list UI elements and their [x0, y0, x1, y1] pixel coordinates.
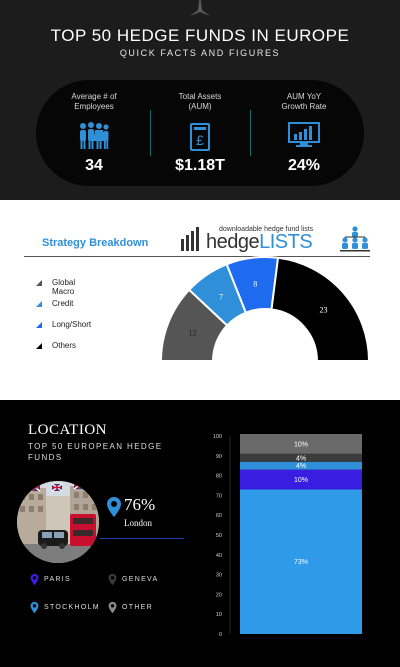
growth-chart-icon: [288, 122, 320, 147]
stat-value: $1.18T: [175, 157, 225, 174]
city-label: GENEVA: [122, 576, 159, 583]
stack-value-label: 4%: [296, 463, 306, 470]
y-tick-label: 100: [213, 434, 222, 440]
stat-assets: Total Assets (AUM) £ $1.18T: [150, 80, 250, 186]
donut-value-label: 8: [253, 280, 257, 289]
city-legend: PARIS GENEVA STOCKHOLM OTHER: [30, 573, 190, 636]
hedgelists-logo-icon: [181, 227, 199, 251]
stack-segment: [240, 434, 362, 454]
donut-value-label: 7: [219, 292, 223, 301]
stack-value-label: 10%: [294, 477, 308, 484]
stat-label: Total Assets: [178, 92, 222, 101]
page-subtitle: QUICK FACTS AND FIGURES: [119, 48, 281, 58]
team-network-icon: [340, 226, 370, 252]
legend-swatch: [36, 280, 42, 286]
city-label: OTHER: [122, 604, 153, 611]
legend-label: Others: [52, 341, 77, 350]
top-city-percentage: 76%: [124, 495, 156, 514]
stat-growth: AUM YoY Growth Rate 24%: [254, 80, 354, 186]
page-title: TOP 50 HEDGE FUNDS IN EUROPE: [50, 26, 350, 45]
location-section: LOCATION TOP 50 EUROPEAN HEDGE FUNDS: [0, 400, 400, 667]
stats-panel: Average # of Employees 34 Total Assets (…: [36, 80, 364, 186]
legend-swatch: [36, 322, 42, 328]
stat-divider: [150, 110, 151, 156]
logo-word-hedge: hedge: [206, 231, 260, 253]
stat-label: Growth Rate: [281, 102, 327, 111]
y-tick-label: 40: [216, 553, 222, 559]
people-icon: [80, 122, 109, 149]
city-label: STOCKHOLM: [44, 604, 100, 611]
y-tick-label: 20: [216, 592, 222, 598]
legend-swatch: [36, 343, 42, 349]
stat-value: 34: [85, 157, 103, 174]
city-label: PARIS: [44, 576, 71, 583]
logo-tagline: downloadable hedge fund lists: [219, 226, 314, 233]
london-street-photo: [17, 481, 99, 563]
location-stacked-bar-chart: 0 10 20 30 40 50 60 70 80 90 100 73% 10% 4%4% 10%: [213, 434, 362, 638]
top-city-name: London: [124, 518, 152, 528]
y-tick-label: 80: [216, 474, 222, 480]
stat-value: 24%: [287, 157, 321, 174]
location-pin-icon: [30, 601, 39, 614]
stack-segment: [240, 469, 362, 490]
svg-text:£: £: [196, 132, 204, 148]
star-icon: [190, 0, 210, 16]
donut-value-label: 12: [188, 328, 196, 337]
y-tick-label: 90: [216, 454, 222, 460]
pound-document-icon: £: [190, 123, 210, 151]
stat-employees: Average # of Employees 34: [44, 80, 144, 186]
stack-segment: [240, 461, 362, 470]
strategy-half-donut-chart: 12 7 8 23: [160, 256, 370, 362]
stack-value-label: 73%: [294, 559, 308, 566]
y-tick-label: 60: [216, 513, 222, 519]
stat-label: (AUM): [188, 102, 212, 111]
y-tick-label: 0: [219, 632, 222, 638]
legend-label: Global Macro: [52, 278, 76, 296]
stack-value-label: 4%: [296, 455, 306, 462]
y-tick-label: 10: [216, 612, 222, 618]
y-tick-label: 50: [216, 533, 222, 539]
legend-label: Credit: [52, 299, 74, 308]
location-pin-icon: [107, 497, 121, 517]
y-tick-label: 30: [216, 573, 222, 579]
hedgelists-logo: hedgeLISTS: [206, 231, 313, 254]
stat-label: Average # of: [71, 92, 117, 101]
stack-segment: [240, 453, 362, 462]
donut-slice: [270, 256, 370, 362]
stat-divider: [250, 110, 251, 156]
stack-segment: [240, 489, 362, 634]
location-pin-icon: [30, 573, 39, 586]
strategy-title: Strategy Breakdown: [42, 237, 149, 249]
location-title: LOCATION: [28, 422, 107, 438]
legend-label: Long/Short: [52, 320, 92, 329]
stack-value-label: 10%: [294, 441, 308, 448]
city-divider: [100, 538, 184, 539]
header-section: TOP 50 HEDGE FUNDS IN EUROPE QUICK FACTS…: [0, 0, 400, 200]
stat-label: Employees: [74, 102, 114, 111]
strategy-section: Strategy Breakdown downloadable hedge fu…: [0, 200, 400, 400]
location-pin-icon: [108, 601, 117, 614]
donut-value-label: 23: [320, 305, 328, 314]
legend-swatch: [36, 301, 42, 307]
location-pin-icon: [108, 573, 117, 586]
location-subtitle: TOP 50 EUROPEAN HEDGE FUNDS: [28, 442, 163, 462]
y-tick-label: 70: [216, 493, 222, 499]
stat-label: AUM YoY: [286, 92, 322, 101]
logo-word-lists: LISTS: [259, 231, 313, 253]
section-divider: [24, 256, 370, 257]
